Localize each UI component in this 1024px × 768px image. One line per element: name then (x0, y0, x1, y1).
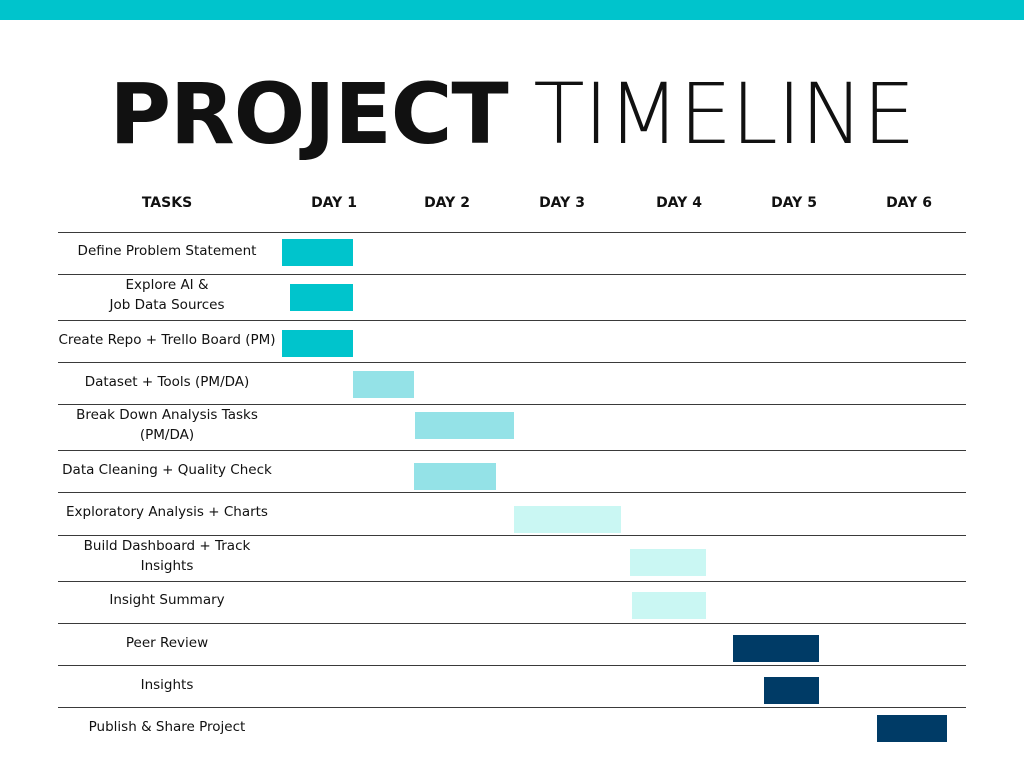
day-column-header: DAY 5 (771, 195, 817, 211)
title-bold-word: PROJECT (109, 65, 508, 163)
tasks-column-header: TASKS (141, 195, 193, 211)
page-title: PROJECT TIMELINE (0, 64, 1024, 164)
row-divider (58, 320, 966, 321)
row-divider (58, 707, 966, 708)
task-label: Dataset + Tools (PM/DA) (50, 372, 284, 392)
task-label-line: Peer Review (125, 635, 209, 651)
task-bar (764, 677, 820, 704)
task-label-line: Job Data Sources (109, 297, 225, 313)
task-label-line: Insight Summary (109, 592, 225, 608)
day-column-header: DAY 1 (311, 195, 357, 211)
task-bar (414, 463, 496, 490)
task-label-line: Build Dashboard + Track (83, 538, 251, 554)
task-label-line: Data Cleaning + Quality Check (62, 462, 272, 478)
task-bar (513, 506, 621, 533)
row-divider (58, 665, 966, 666)
task-label-line: Insights (140, 677, 194, 693)
task-label-line: Define Problem Statement (77, 243, 257, 259)
task-bar (282, 330, 354, 357)
row-divider (58, 232, 966, 233)
task-bar (290, 284, 354, 311)
task-label: Explore AI & Job Data Sources (50, 275, 284, 315)
task-label: Break Down Analysis Tasks (PM/DA) (50, 405, 284, 445)
title-light-word: TIMELINE (533, 65, 915, 163)
row-divider (58, 362, 966, 363)
task-bar (632, 591, 706, 619)
task-label: Insight Summary (50, 590, 284, 610)
row-divider (58, 404, 966, 405)
task-label: Data Cleaning + Quality Check (50, 460, 284, 480)
row-divider (58, 450, 966, 451)
task-label-line: Explore AI & (125, 277, 209, 293)
task-bar (733, 634, 820, 662)
row-divider (58, 535, 966, 536)
day-column-header: DAY 2 (424, 195, 470, 211)
task-label-line: Create Repo + Trello Board (PM) (58, 332, 276, 348)
task-bar (353, 370, 415, 398)
task-label-line: Insights (140, 558, 194, 574)
task-label: Insights (50, 675, 284, 695)
task-bar (629, 548, 706, 576)
task-label-line: Break Down Analysis Tasks (76, 407, 258, 423)
task-bar (876, 715, 947, 742)
task-label: Create Repo + Trello Board (PM) (50, 330, 284, 350)
task-bar (282, 238, 354, 266)
task-bar (415, 412, 514, 439)
day-column-header: DAY 4 (656, 195, 702, 211)
day-column-header: DAY 6 (886, 195, 932, 211)
row-divider (58, 581, 966, 582)
row-divider (58, 492, 966, 493)
day-column-header: DAY 3 (539, 195, 585, 211)
row-divider (58, 274, 966, 275)
task-label-line: Exploratory Analysis + Charts (66, 504, 268, 520)
task-label-line: Publish & Share Project (88, 719, 246, 735)
task-label: Publish & Share Project (50, 717, 284, 737)
task-label-line: Dataset + Tools (PM/DA) (84, 374, 250, 390)
task-label: Build Dashboard + Track Insights (50, 536, 284, 576)
task-label-line: (PM/DA) (139, 427, 195, 443)
task-label: Exploratory Analysis + Charts (50, 502, 284, 522)
top-accent-bar (0, 0, 1024, 20)
task-label: Define Problem Statement (50, 241, 284, 261)
task-label: Peer Review (50, 633, 284, 653)
row-divider (58, 623, 966, 624)
